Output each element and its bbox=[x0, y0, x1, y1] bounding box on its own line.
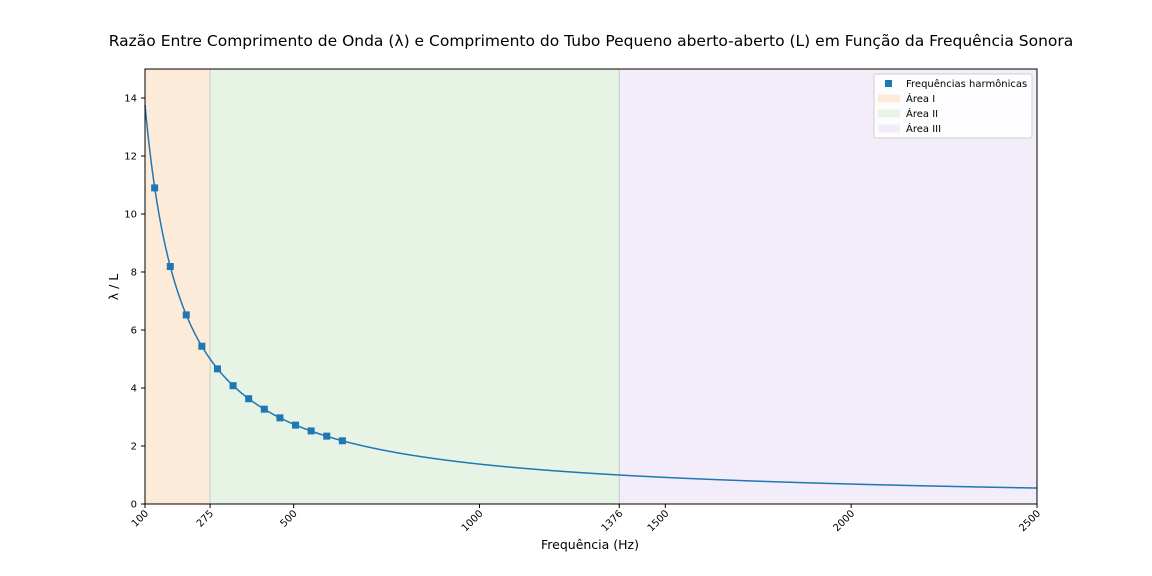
x-tick-label: 2000 bbox=[832, 508, 858, 534]
harmonic-point bbox=[213, 365, 221, 373]
y-tick-label: 2 bbox=[131, 442, 137, 453]
x-tick-label: 500 bbox=[279, 508, 300, 529]
harmonic-point bbox=[166, 262, 174, 270]
harmonic-point bbox=[245, 395, 253, 403]
harmonic-point bbox=[276, 414, 284, 422]
legend-label: Área II bbox=[906, 107, 938, 120]
harmonic-point bbox=[182, 311, 190, 319]
legend-label: Área I bbox=[906, 92, 935, 105]
areas-layer bbox=[145, 69, 1037, 504]
y-tick-label: 0 bbox=[131, 500, 137, 511]
x-tick-label: 1500 bbox=[646, 508, 672, 534]
legend: Frequências harmônicas Área I Área II Área … bbox=[873, 73, 1033, 139]
y-tick-label: 14 bbox=[124, 94, 137, 105]
chart-title: Razão Entre Comprimento de Onda (λ) e Co… bbox=[109, 32, 1074, 50]
area-3-band bbox=[619, 69, 1037, 504]
x-tick-label: 1376 bbox=[600, 508, 626, 534]
legend-label: Área III bbox=[906, 122, 941, 135]
legend-label: Frequências harmônicas bbox=[906, 78, 1027, 90]
x-tick-label: 100 bbox=[130, 508, 151, 529]
y-tick-label: 10 bbox=[124, 210, 137, 221]
harmonic-point bbox=[198, 342, 206, 350]
harmonic-point bbox=[151, 184, 159, 192]
area-1-band bbox=[145, 69, 211, 504]
x-axis-label: Frequência (Hz) bbox=[541, 537, 639, 552]
y-tick-label: 4 bbox=[131, 384, 137, 395]
legend-patch bbox=[878, 94, 900, 103]
area-2-band bbox=[210, 69, 620, 504]
x-tick-label: 275 bbox=[195, 508, 216, 529]
harmonic-point bbox=[307, 427, 315, 435]
x-tick-label: 1000 bbox=[460, 508, 486, 534]
harmonic-point bbox=[260, 405, 268, 413]
y-axis-label: λ / L bbox=[106, 274, 121, 301]
harmonic-point bbox=[323, 432, 331, 440]
legend-box bbox=[873, 73, 1033, 139]
legend-marker bbox=[885, 80, 892, 87]
harmonic-points-layer bbox=[151, 184, 346, 445]
legend-patch bbox=[878, 109, 900, 118]
y-tick-label: 12 bbox=[124, 152, 137, 163]
legend-patch bbox=[878, 124, 900, 133]
x-tick-label: 2500 bbox=[1017, 508, 1043, 534]
x-axis: 100 275 500 1000 1376 1500 2000 2500 bbox=[130, 504, 1043, 534]
y-tick-label: 8 bbox=[131, 268, 137, 279]
harmonic-point bbox=[229, 382, 237, 390]
plot-frame bbox=[144, 68, 1038, 505]
y-axis: 0 2 4 6 8 10 12 14 bbox=[124, 94, 145, 511]
y-tick-label: 6 bbox=[131, 326, 137, 337]
harmonic-point bbox=[338, 437, 346, 445]
harmonic-point bbox=[292, 421, 300, 429]
